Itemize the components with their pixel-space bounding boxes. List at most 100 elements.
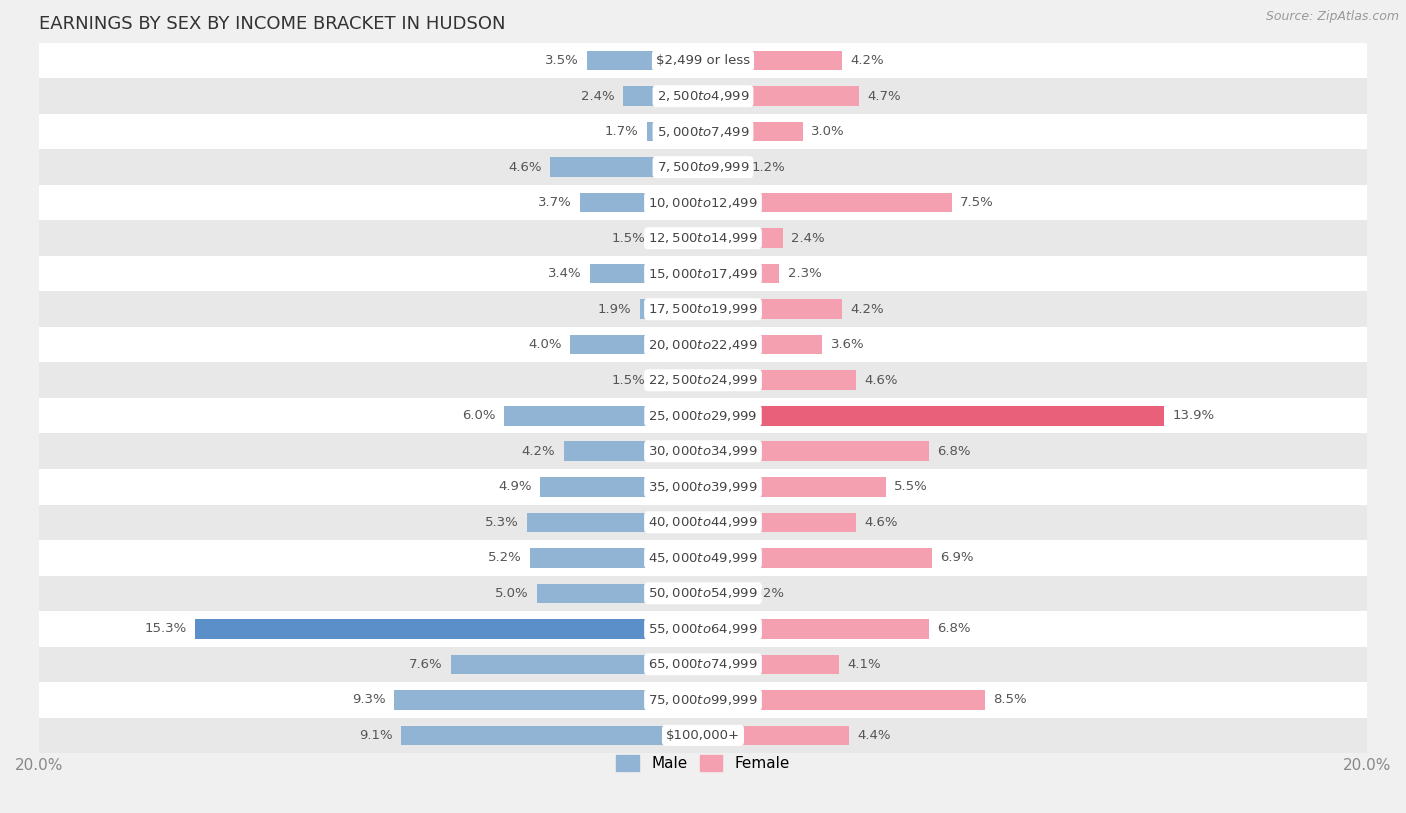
- Text: $45,000 to $49,999: $45,000 to $49,999: [648, 550, 758, 565]
- Bar: [703, 158, 742, 177]
- Text: 1.7%: 1.7%: [605, 125, 638, 138]
- Bar: [703, 584, 734, 603]
- Bar: [703, 477, 886, 497]
- Text: 5.5%: 5.5%: [894, 480, 928, 493]
- Bar: [703, 725, 849, 745]
- Text: 4.6%: 4.6%: [863, 374, 897, 387]
- Bar: [39, 398, 1367, 433]
- Text: 7.5%: 7.5%: [960, 196, 994, 209]
- Text: $20,000 to $22,499: $20,000 to $22,499: [648, 337, 758, 352]
- Bar: [703, 406, 1164, 425]
- Bar: [703, 619, 929, 638]
- Bar: [654, 371, 703, 390]
- Bar: [39, 78, 1367, 114]
- Text: $22,500 to $24,999: $22,500 to $24,999: [648, 373, 758, 387]
- Bar: [39, 718, 1367, 753]
- Bar: [530, 548, 703, 567]
- Text: $5,000 to $7,499: $5,000 to $7,499: [657, 124, 749, 139]
- Bar: [39, 43, 1367, 78]
- Text: $40,000 to $44,999: $40,000 to $44,999: [648, 515, 758, 529]
- Bar: [401, 725, 703, 745]
- Text: 6.8%: 6.8%: [936, 445, 970, 458]
- Text: $10,000 to $12,499: $10,000 to $12,499: [648, 196, 758, 210]
- Text: 4.2%: 4.2%: [522, 445, 555, 458]
- Bar: [703, 335, 823, 354]
- Text: $15,000 to $17,499: $15,000 to $17,499: [648, 267, 758, 280]
- Text: $35,000 to $39,999: $35,000 to $39,999: [648, 480, 758, 493]
- Bar: [39, 469, 1367, 505]
- Bar: [527, 512, 703, 532]
- Text: 8.5%: 8.5%: [994, 693, 1026, 706]
- Text: 9.3%: 9.3%: [353, 693, 387, 706]
- Bar: [39, 256, 1367, 291]
- Bar: [623, 86, 703, 106]
- Text: 2.3%: 2.3%: [787, 267, 821, 280]
- Legend: Male, Female: Male, Female: [610, 750, 796, 777]
- Bar: [703, 193, 952, 212]
- Text: 3.6%: 3.6%: [831, 338, 865, 351]
- Bar: [394, 690, 703, 710]
- Bar: [39, 114, 1367, 150]
- Text: 4.6%: 4.6%: [863, 515, 897, 528]
- Bar: [39, 433, 1367, 469]
- Text: Source: ZipAtlas.com: Source: ZipAtlas.com: [1265, 10, 1399, 23]
- Bar: [703, 654, 839, 674]
- Bar: [39, 327, 1367, 363]
- Text: 1.5%: 1.5%: [612, 232, 645, 245]
- Text: 4.2%: 4.2%: [851, 302, 884, 315]
- Bar: [39, 291, 1367, 327]
- Text: $55,000 to $64,999: $55,000 to $64,999: [648, 622, 758, 636]
- Text: $2,499 or less: $2,499 or less: [657, 54, 749, 67]
- Bar: [39, 185, 1367, 220]
- Bar: [581, 193, 703, 212]
- Bar: [703, 51, 842, 71]
- Bar: [586, 51, 703, 71]
- Bar: [647, 122, 703, 141]
- Bar: [540, 477, 703, 497]
- Text: 3.7%: 3.7%: [538, 196, 572, 209]
- Text: $2,500 to $4,999: $2,500 to $4,999: [657, 89, 749, 103]
- Bar: [703, 690, 986, 710]
- Bar: [39, 576, 1367, 611]
- Text: $50,000 to $54,999: $50,000 to $54,999: [648, 586, 758, 600]
- Bar: [39, 150, 1367, 185]
- Text: $7,500 to $9,999: $7,500 to $9,999: [657, 160, 749, 174]
- Text: 5.2%: 5.2%: [488, 551, 522, 564]
- Text: 1.9%: 1.9%: [598, 302, 631, 315]
- Bar: [703, 371, 856, 390]
- Bar: [195, 619, 703, 638]
- Bar: [703, 122, 803, 141]
- Bar: [703, 548, 932, 567]
- Text: 13.9%: 13.9%: [1173, 409, 1215, 422]
- Bar: [537, 584, 703, 603]
- Text: 2.4%: 2.4%: [582, 89, 614, 102]
- Bar: [703, 86, 859, 106]
- Bar: [591, 264, 703, 284]
- Text: 1.2%: 1.2%: [751, 161, 785, 174]
- Text: 4.4%: 4.4%: [858, 728, 891, 741]
- Text: 6.9%: 6.9%: [941, 551, 974, 564]
- Text: 4.6%: 4.6%: [509, 161, 543, 174]
- Bar: [571, 335, 703, 354]
- Text: 6.8%: 6.8%: [936, 622, 970, 635]
- Text: 3.4%: 3.4%: [548, 267, 582, 280]
- Text: 5.3%: 5.3%: [485, 515, 519, 528]
- Text: 4.0%: 4.0%: [529, 338, 562, 351]
- Text: 3.0%: 3.0%: [811, 125, 845, 138]
- Bar: [703, 264, 779, 284]
- Bar: [640, 299, 703, 319]
- Bar: [39, 611, 1367, 646]
- Text: 4.7%: 4.7%: [868, 89, 901, 102]
- Text: EARNINGS BY SEX BY INCOME BRACKET IN HUDSON: EARNINGS BY SEX BY INCOME BRACKET IN HUD…: [39, 15, 506, 33]
- Text: 0.92%: 0.92%: [742, 587, 783, 600]
- Text: 5.0%: 5.0%: [495, 587, 529, 600]
- Text: 2.4%: 2.4%: [792, 232, 824, 245]
- Text: $25,000 to $29,999: $25,000 to $29,999: [648, 409, 758, 423]
- Bar: [703, 299, 842, 319]
- Text: $100,000+: $100,000+: [666, 728, 740, 741]
- Text: 15.3%: 15.3%: [145, 622, 187, 635]
- Bar: [39, 363, 1367, 398]
- Bar: [39, 646, 1367, 682]
- Text: $30,000 to $34,999: $30,000 to $34,999: [648, 444, 758, 459]
- Text: 4.1%: 4.1%: [848, 658, 882, 671]
